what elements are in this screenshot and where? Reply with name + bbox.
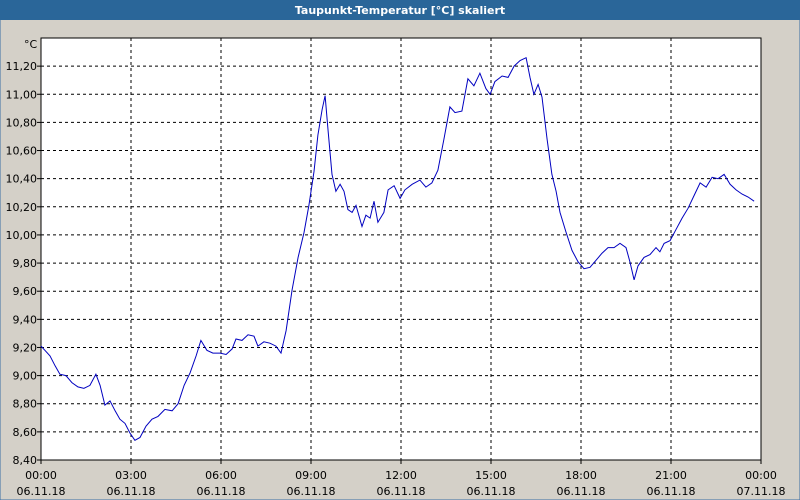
- x-tick-label: 12:00: [385, 469, 417, 482]
- title-bar: [0, 0, 800, 20]
- y-tick-label: 9,40: [13, 313, 38, 326]
- y-tick-label: 8,60: [13, 426, 38, 439]
- x-tick-label: 06:00: [205, 469, 237, 482]
- y-tick-label: 10,00: [6, 229, 38, 242]
- x-tick-label: 09:00: [295, 469, 327, 482]
- y-tick-label: 9,60: [13, 285, 38, 298]
- x-tick-label: 21:00: [655, 469, 687, 482]
- x-tick-label: 15:00: [475, 469, 507, 482]
- x-tick-date: 06.11.18: [17, 485, 66, 498]
- x-tick-label: 00:00: [25, 469, 57, 482]
- x-tick-date: 06.11.18: [107, 485, 156, 498]
- y-tick-label: 10,80: [6, 116, 38, 129]
- x-tick-date: 06.11.18: [287, 485, 336, 498]
- x-tick-date: 06.11.18: [377, 485, 426, 498]
- y-tick-label: 8,80: [13, 398, 38, 411]
- x-tick-date: 07.11.18: [737, 485, 786, 498]
- chart-title: Taupunkt-Temperatur [°C] skaliert: [295, 4, 505, 17]
- x-tick-date: 06.11.18: [197, 485, 246, 498]
- y-tick-label: 10,40: [6, 173, 38, 186]
- x-tick-label: 00:00: [745, 469, 777, 482]
- y-tick-label: 8,40: [13, 454, 38, 467]
- x-tick-label: 18:00: [565, 469, 597, 482]
- y-tick-label: 10,60: [6, 145, 38, 158]
- plot-border: [40, 37, 762, 461]
- y-tick-label: 11,00: [6, 88, 38, 101]
- x-tick-date: 06.11.18: [467, 485, 516, 498]
- x-tick-date: 06.11.18: [647, 485, 696, 498]
- x-tick-date: 06.11.18: [557, 485, 606, 498]
- y-tick-label: 9,80: [13, 257, 38, 270]
- x-tick-label: 03:00: [115, 469, 147, 482]
- y-tick-label: 9,00: [13, 370, 38, 383]
- y-axis-unit: °C: [24, 38, 38, 51]
- data-line: [40, 56, 755, 441]
- y-tick-label: 11,20: [6, 60, 38, 73]
- y-tick-label: 9,20: [13, 341, 38, 354]
- y-tick-label: 10,20: [6, 201, 38, 214]
